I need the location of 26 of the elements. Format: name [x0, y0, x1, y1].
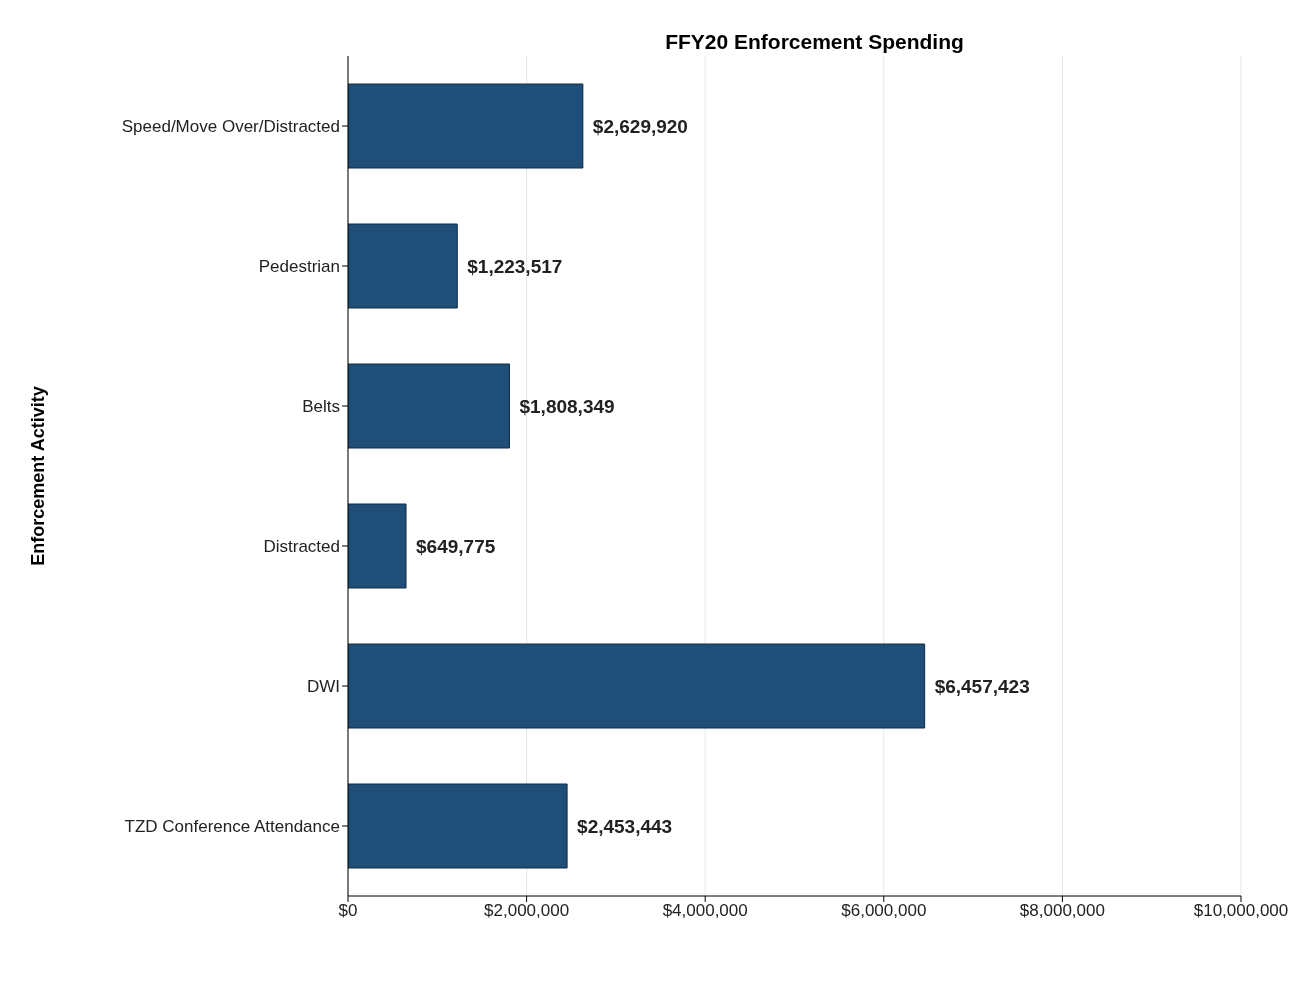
data-label: $649,775: [416, 535, 496, 557]
bar: [348, 643, 926, 729]
x-tick-label: $10,000,000: [1193, 901, 1289, 921]
x-tick-label: $8,000,000: [1019, 901, 1105, 921]
y-axis-title: Enforcement Activity: [28, 386, 49, 566]
chart-title: FFY20 Enforcement Spending: [664, 29, 965, 55]
x-tick-label: $6,000,000: [841, 901, 927, 921]
data-label: $1,223,517: [467, 255, 563, 277]
data-label: $2,629,920: [592, 115, 688, 137]
data-label: $6,457,423: [934, 675, 1030, 697]
y-tick-label: Belts: [302, 397, 340, 417]
y-tick-label: TZD Conference Attendance: [124, 817, 340, 837]
y-tick-label: Speed/Move Over/Distracted: [121, 117, 340, 137]
y-tick-label: Distracted: [263, 537, 340, 557]
x-tick-label: $4,000,000: [662, 901, 748, 921]
bar: [348, 363, 510, 449]
y-tick-label: Pedestrian: [258, 257, 340, 277]
bar: [348, 83, 584, 169]
data-label: $1,808,349: [519, 395, 615, 417]
bar: [348, 503, 407, 589]
x-tick-label: $0: [338, 901, 358, 921]
data-label: $2,453,443: [577, 815, 673, 837]
y-tick-label: DWI: [306, 677, 340, 697]
bar: [348, 223, 458, 309]
bar: [348, 783, 568, 869]
x-tick-label: $2,000,000: [484, 901, 570, 921]
